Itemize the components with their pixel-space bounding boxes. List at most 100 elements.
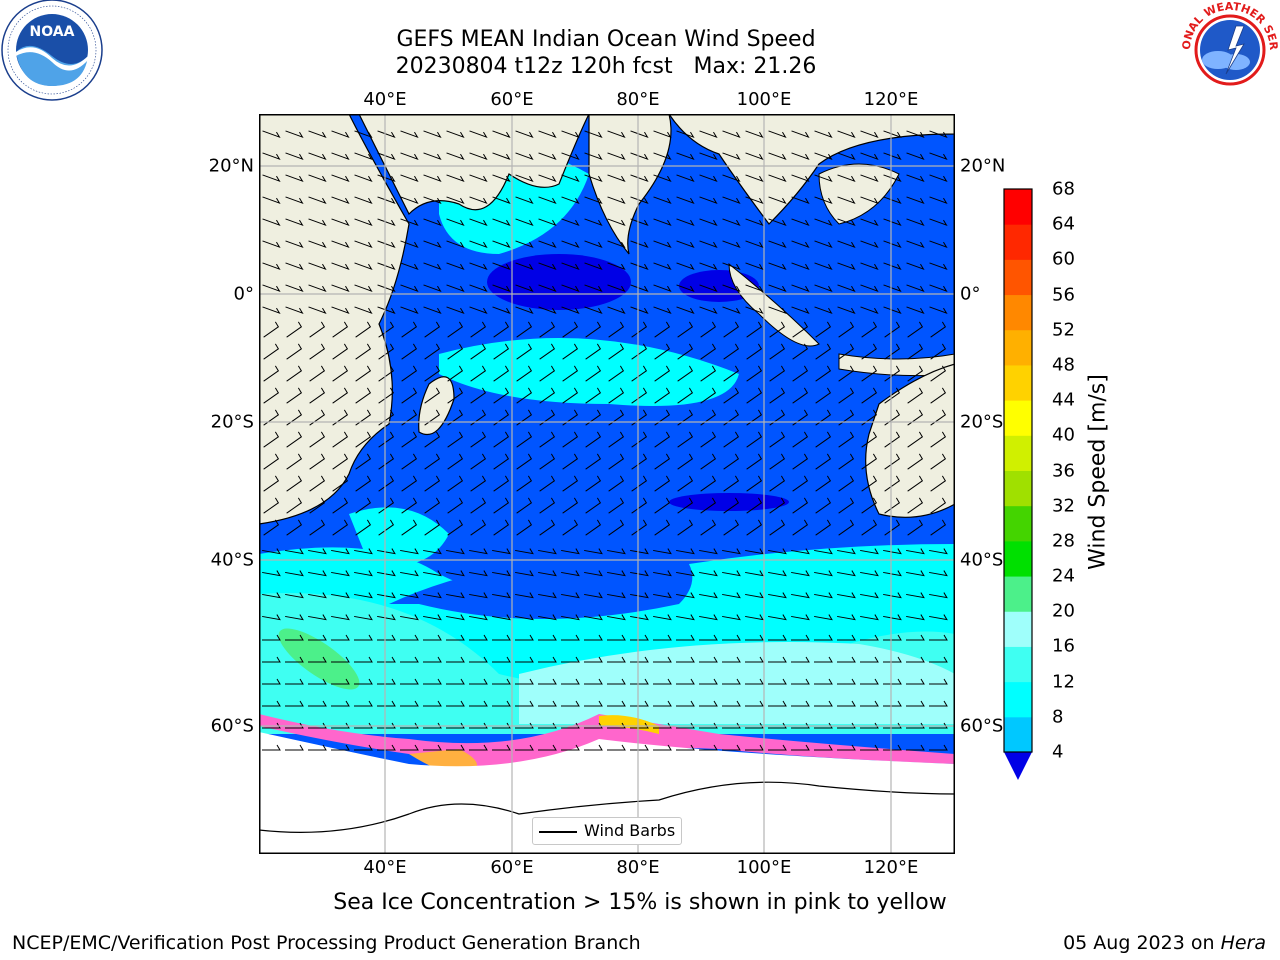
wind-barb [746,431,763,448]
wind-barb [515,218,534,227]
wind-barb [745,634,764,641]
wind-barb [745,152,764,161]
wind-barb [584,614,603,621]
wind-barb [446,744,465,751]
wind-barb [309,497,326,514]
wind-barb [768,306,787,315]
wind-barb [331,614,350,621]
wind-barb [538,634,557,641]
wind-barb [332,365,349,382]
wind-barb [860,130,879,139]
wind-barb [538,722,557,729]
wind-barb [308,722,327,729]
wind-barb [331,262,350,271]
wind-barb [699,262,718,271]
wind-barb [470,497,487,514]
wind-barb [377,196,396,205]
sea-ice-caption: Sea Ice Concentration > 15% is shown in … [333,890,947,915]
wind-barb [584,174,603,183]
wind-barb [883,284,902,293]
wind-barb [308,548,327,555]
gridlines [259,114,955,854]
wind-barb [860,262,879,271]
wind-barb [262,196,281,205]
wind-barb [676,218,695,227]
wind-barb [745,678,764,685]
wind-barb [584,284,603,293]
wind-barb [791,570,810,577]
wind-barb [331,722,350,729]
wind-barb [883,152,902,161]
wind-barb [838,475,855,492]
wind-barb [929,722,948,729]
wind-barb [423,656,442,663]
wind-barb [492,570,511,577]
wind-barb [884,497,901,514]
wind-barb [676,240,695,249]
wind-barb [377,722,396,729]
wind-barb [907,453,924,470]
wind-barb [538,130,557,139]
wind-barb [722,678,741,685]
wind-barb [768,196,787,205]
wind-barb [745,700,764,707]
wind-barb [309,343,326,360]
wind-barb [653,306,672,315]
wind-barb [584,262,603,271]
wind-barb [837,174,856,183]
wind-barb [493,497,510,514]
wind-barb [423,240,442,249]
wind-barb [929,570,948,577]
wind-barb [378,343,395,360]
wind-barb [423,306,442,315]
wind-barb [768,284,787,293]
wind-barb [814,130,833,139]
wind-barb [607,614,626,621]
wind-barb [492,130,511,139]
wind-barb [286,387,303,404]
wind-barb [262,548,281,555]
wind-barb [906,548,925,555]
wind-barb [814,614,833,621]
wind-barb [492,700,511,707]
wind-barb [354,634,373,641]
wind-barb [883,196,902,205]
wind-barb [354,678,373,685]
wind-barb [768,130,787,139]
wind-barb [423,218,442,227]
wind-barb [814,570,833,577]
legend-label: Wind Barbs [584,821,676,840]
wind-barb [286,475,303,492]
wind-barb [286,519,303,536]
wind-barb [653,262,672,271]
wind-barb [355,343,372,360]
wind-barb [285,196,304,205]
wind-barb [815,453,832,470]
wind-barb [262,700,281,707]
wind-barb [791,614,810,621]
wind-barb [814,262,833,271]
wind-barb [424,387,441,404]
wind-barb [608,519,625,536]
wind-barb [722,592,741,599]
equatorial-calm [487,254,631,310]
wind-barb [860,284,879,293]
wind-barb [262,174,281,183]
wind-barb [538,240,557,249]
wind-barb [745,656,764,663]
wind-barb [470,431,487,448]
wind-barb [723,475,740,492]
wind-barb [769,321,786,338]
wind-barb [699,152,718,161]
wind-barb [814,700,833,707]
wind-barb [400,678,419,685]
max-wind-patch [278,628,360,690]
wind-barb [815,365,832,382]
wind-barb [699,570,718,577]
wind-barb [769,431,786,448]
wind-barb [446,174,465,183]
wind-barb [331,306,350,315]
wind-barb [929,614,948,621]
wind-barb [906,570,925,577]
wind-barb [699,744,718,751]
